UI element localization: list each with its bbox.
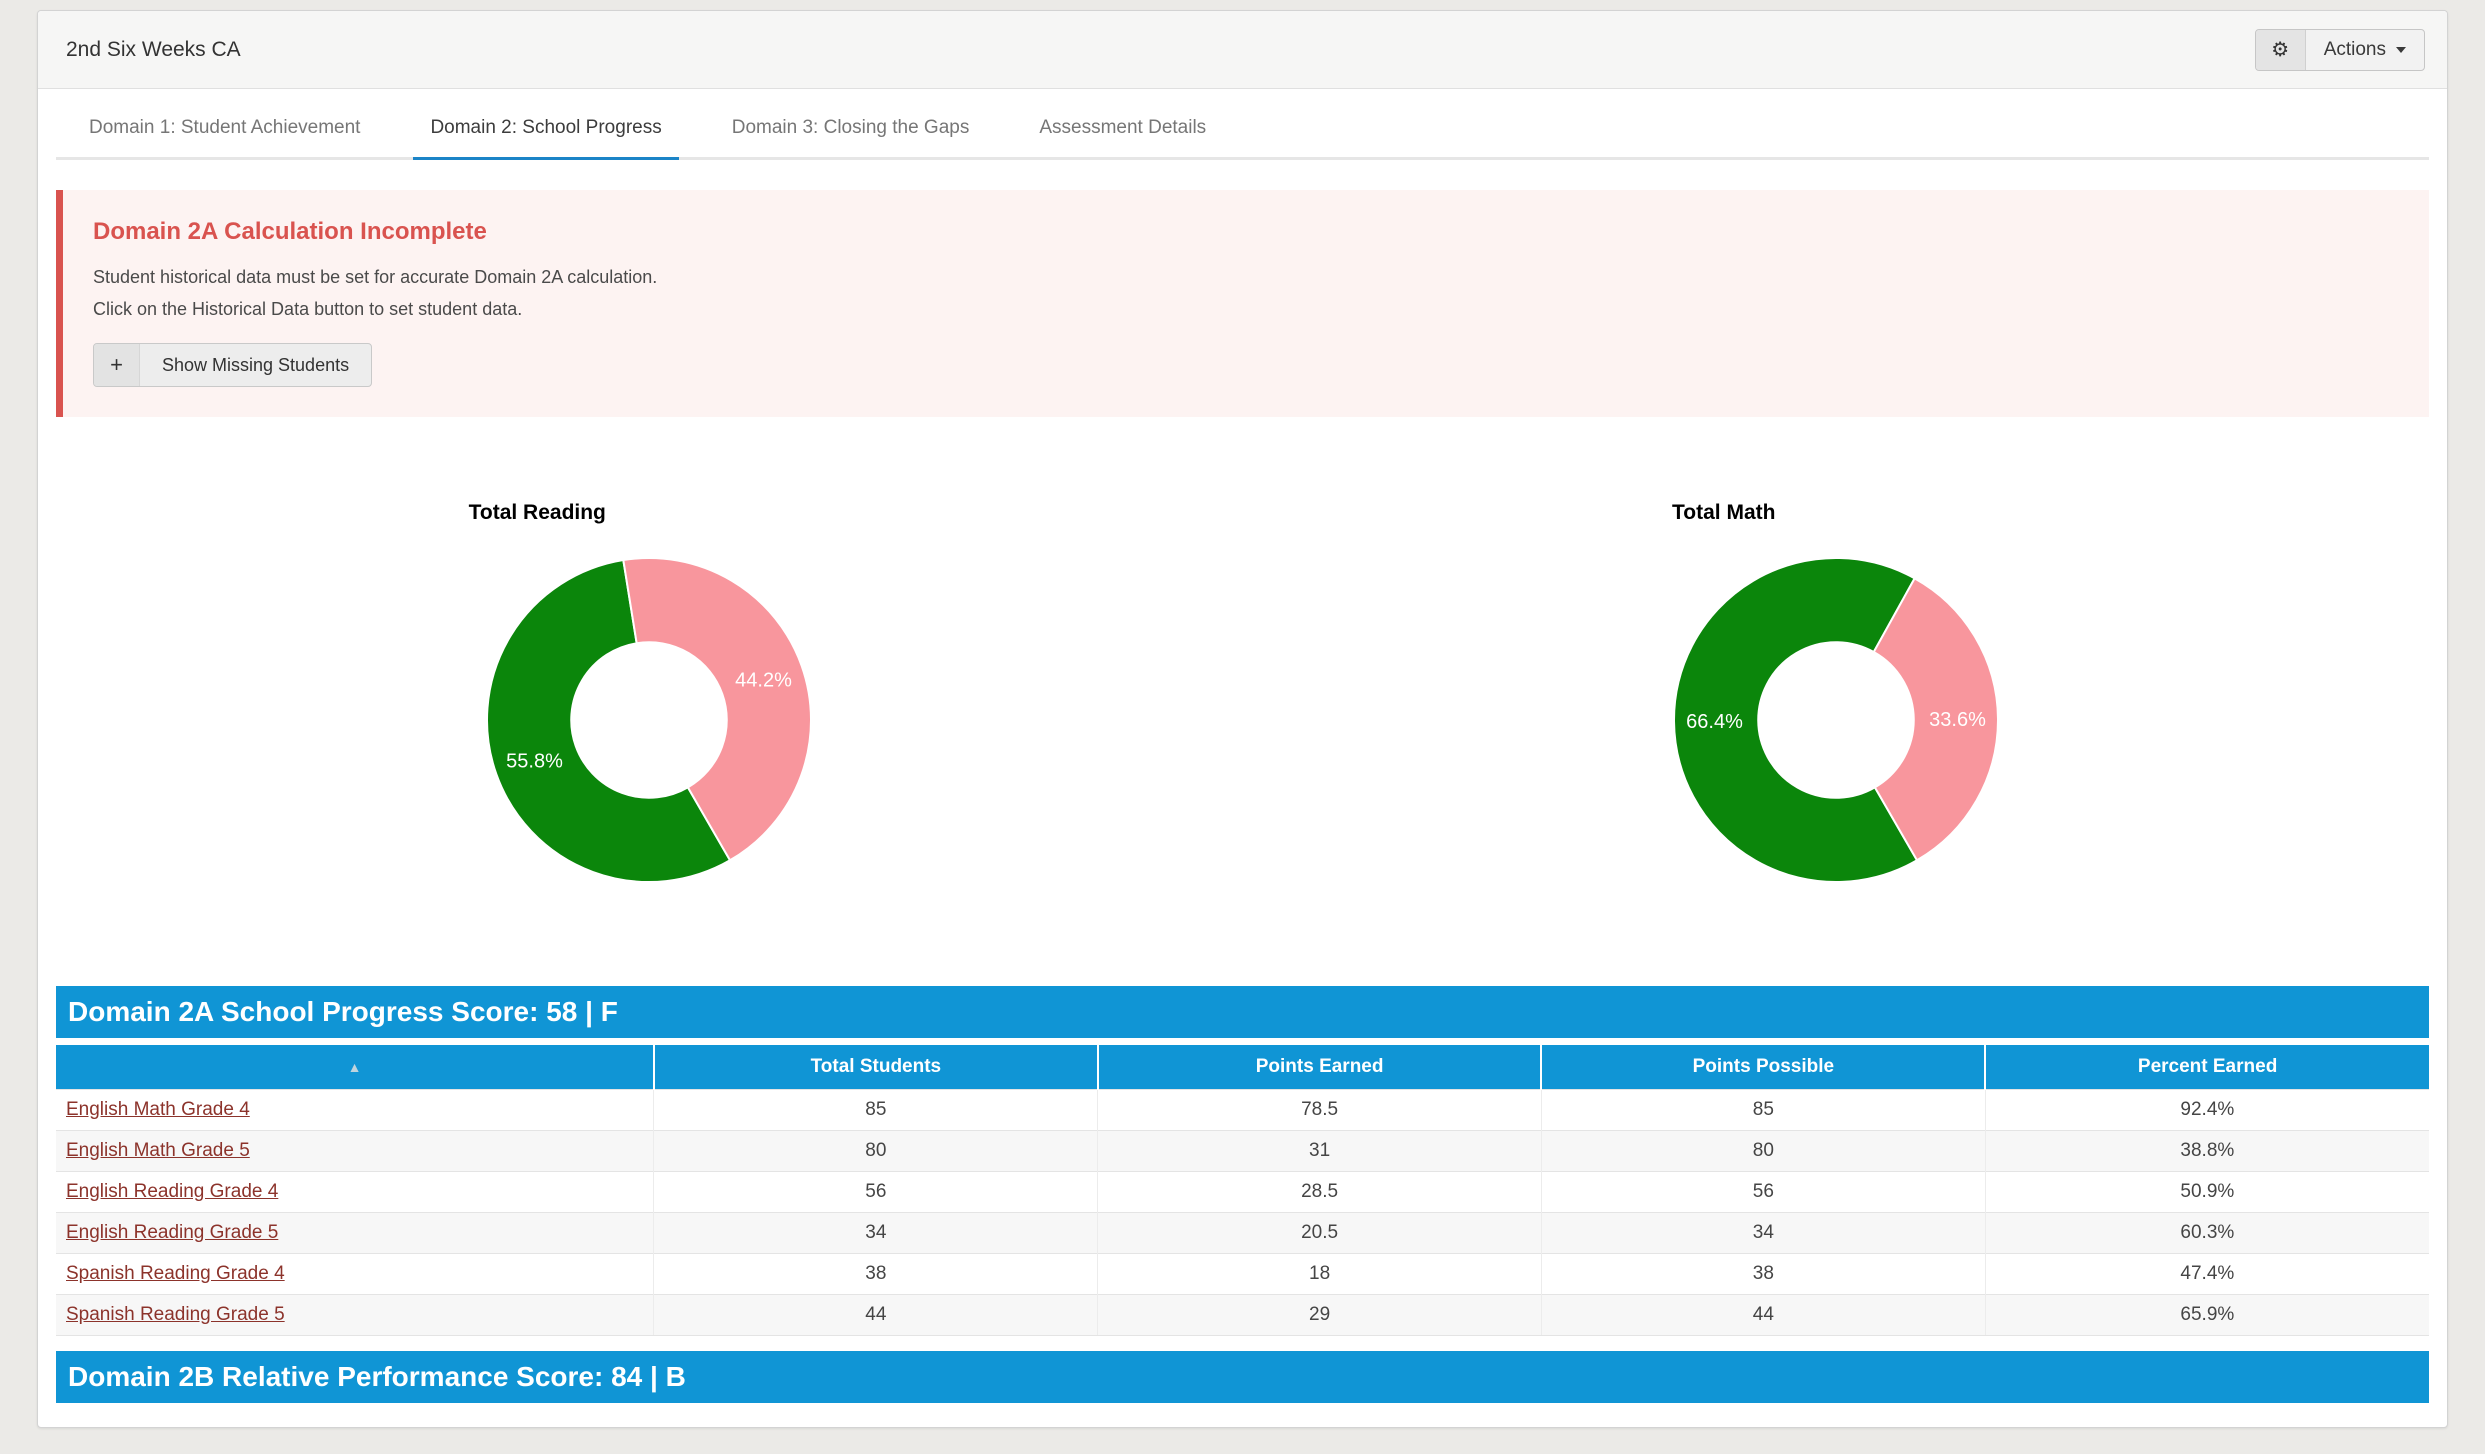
alert-line-2: Click on the Historical Data button to s… — [93, 298, 523, 319]
row-link[interactable]: Spanish Reading Grade 5 — [66, 1303, 285, 1325]
cell-percent-earned: 47.4% — [1984, 1252, 2429, 1294]
cell-percent-earned: 60.3% — [1984, 1211, 2429, 1253]
cell-total-students: 56 — [653, 1170, 1098, 1212]
donut-slice[interactable] — [622, 557, 813, 862]
cell-points-possible: 56 — [1540, 1170, 1986, 1212]
card-body: Domain 1: Student Achievement Domain 2: … — [38, 89, 2447, 1427]
cell-points-earned: 78.5 — [1097, 1088, 1542, 1130]
cell-points-possible: 34 — [1540, 1211, 1986, 1253]
actions-label-text: Actions — [2323, 38, 2386, 60]
cell-percent-earned: 65.9% — [1984, 1293, 2429, 1336]
table-row: English Reading Grade 5 34 20.5 34 60.3% — [56, 1211, 2429, 1253]
plus-icon: + — [94, 344, 140, 386]
sort-column-header[interactable]: ▲ — [56, 1045, 654, 1089]
donut-slice-label: 44.2% — [735, 669, 792, 691]
cell-points-possible: 85 — [1540, 1088, 1986, 1130]
cell-total-students: 80 — [653, 1129, 1098, 1171]
alert-heading: Domain 2A Calculation Incomplete — [93, 218, 487, 245]
row-link[interactable]: English Math Grade 5 — [66, 1139, 250, 1161]
cell-points-possible: 38 — [1540, 1252, 1986, 1294]
cell-points-earned: 20.5 — [1097, 1211, 1542, 1253]
actions-button-label[interactable]: Actions — [2306, 30, 2424, 70]
cell-points-possible: 44 — [1540, 1293, 1986, 1336]
row-link[interactable]: English Reading Grade 4 — [66, 1180, 279, 1202]
cell-total-students: 44 — [653, 1293, 1098, 1336]
cell-points-possible: 80 — [1540, 1129, 1986, 1171]
table-row: English Reading Grade 4 56 28.5 56 50.9% — [56, 1170, 2429, 1212]
cell-percent-earned: 92.4% — [1984, 1088, 2429, 1130]
tab-domain-2[interactable]: Domain 2: School Progress — [413, 99, 679, 160]
tab-bar: Domain 1: Student Achievement Domain 2: … — [56, 99, 2429, 160]
donut-slice[interactable] — [486, 558, 732, 883]
donut-slice-label: 55.8% — [506, 751, 563, 773]
column-header-percent-earned[interactable]: Percent Earned — [1984, 1045, 2429, 1089]
domain-2b-score-banner: Domain 2B Relative Performance Score: 84… — [56, 1350, 2429, 1403]
domain-2a-score-banner: Domain 2A School Progress Score: 58 | F — [56, 986, 2429, 1038]
column-header-total-students[interactable]: Total Students — [652, 1045, 1098, 1089]
table-row: English Math Grade 5 80 31 80 38.8% — [56, 1129, 2429, 1171]
table-row: English Math Grade 4 85 78.5 85 92.4% — [56, 1088, 2429, 1130]
actions-button[interactable]: ⚙ Actions — [2254, 28, 2425, 71]
row-link[interactable]: Spanish Reading Grade 4 — [66, 1262, 285, 1284]
cell-percent-earned: 38.8% — [1984, 1129, 2429, 1171]
alert-domain-2a-incomplete: Domain 2A Calculation Incomplete Student… — [56, 190, 2429, 417]
cell-total-students: 34 — [653, 1211, 1098, 1253]
gear-icon[interactable]: ⚙ — [2255, 29, 2306, 70]
show-missing-students-button[interactable]: + Show Missing Students — [93, 343, 373, 387]
cell-total-students: 38 — [653, 1252, 1098, 1294]
donut-chart-total-math[interactable]: 66.4% 33.6% — [1666, 550, 2006, 890]
donut-chart-total-reading[interactable]: 55.8% 44.2% — [479, 550, 819, 890]
chart-title-total-math: Total Math — [1672, 501, 1776, 524]
donut-slice[interactable] — [1872, 577, 1999, 862]
table-row: Spanish Reading Grade 5 44 29 44 65.9% — [56, 1293, 2429, 1336]
row-link[interactable]: English Math Grade 4 — [66, 1098, 250, 1120]
table-header-row: ▲ Total Students Points Earned Points Po… — [56, 1045, 2429, 1089]
alert-line-1: Student historical data must be set for … — [93, 267, 658, 287]
cell-total-students: 85 — [653, 1088, 1098, 1130]
cell-points-earned: 29 — [1097, 1293, 1542, 1336]
charts-row: Total Reading 55.8% 44.2% Total Math 66.4… — [56, 501, 2429, 960]
tab-domain-1[interactable]: Domain 1: Student Achievement — [89, 117, 361, 138]
tab-assessment-details[interactable]: Assessment Details — [1039, 117, 1207, 138]
cell-points-earned: 18 — [1097, 1252, 1542, 1294]
card-header: 2nd Six Weeks CA ⚙ Actions — [38, 11, 2447, 89]
assessment-card: 2nd Six Weeks CA ⚙ Actions Domain 1: Stu… — [37, 10, 2448, 1428]
column-header-points-earned[interactable]: Points Earned — [1096, 1045, 1542, 1089]
page-title: 2nd Six Weeks CA — [66, 37, 241, 61]
column-header-points-possible[interactable]: Points Possible — [1540, 1045, 1986, 1089]
donut-slice-label: 66.4% — [1686, 711, 1743, 733]
tab-domain-3[interactable]: Domain 3: Closing the Gaps — [731, 117, 970, 138]
chart-total-reading: Total Reading 55.8% 44.2% — [56, 501, 1243, 960]
chart-title-total-reading: Total Reading — [468, 501, 606, 524]
caret-down-icon — [2396, 46, 2406, 53]
table-row: Spanish Reading Grade 4 38 18 38 47.4% — [56, 1252, 2429, 1294]
donut-slice-label: 33.6% — [1929, 709, 1986, 731]
cell-points-earned: 28.5 — [1097, 1170, 1542, 1212]
row-link[interactable]: English Reading Grade 5 — [66, 1221, 279, 1243]
donut-slice[interactable] — [1672, 557, 1919, 884]
show-missing-students-label: Show Missing Students — [162, 354, 350, 375]
sort-ascending-icon: ▲ — [347, 1058, 362, 1075]
cell-points-earned: 31 — [1097, 1129, 1542, 1171]
chart-total-math: Total Math 66.4% 33.6% — [1243, 501, 2430, 960]
progress-table: ▲ Total Students Points Earned Points Po… — [56, 1045, 2429, 1336]
cell-percent-earned: 50.9% — [1984, 1170, 2429, 1212]
